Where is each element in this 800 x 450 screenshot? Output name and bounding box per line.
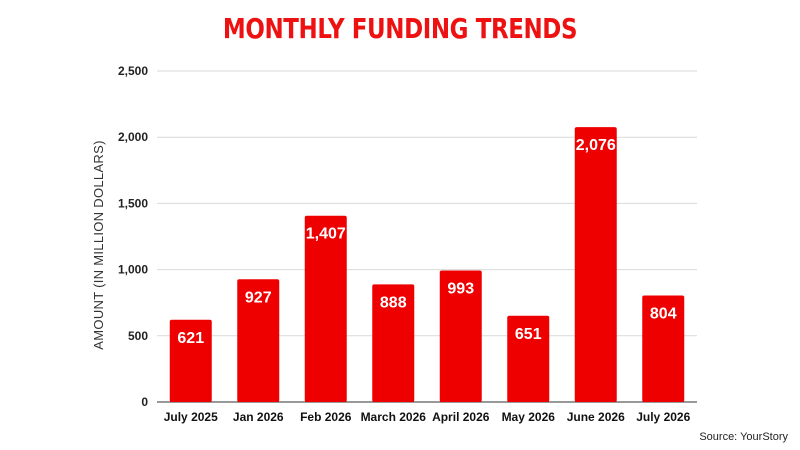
y-tick-label: 2,000 [118,130,148,144]
y-tick-label: 500 [128,329,148,343]
y-axis-label: AMOUNT (IN MILLION DOLLARS) [91,140,106,349]
data-label: 2,076 [576,137,616,154]
y-axis-ticks: 0 500 1,000 1,500 2,000 2,500 [118,64,148,409]
x-tick-label: June 2026 [567,410,625,424]
bar [372,284,415,402]
data-label: 621 [177,330,204,347]
x-tick-label: Feb 2026 [300,410,352,424]
x-tick-label: July 2025 [164,410,218,424]
bars [169,127,685,402]
data-label: 651 [515,326,542,343]
y-tick-label: 1,500 [118,196,148,210]
x-tick-label: May 2026 [502,410,556,424]
bar [642,295,685,402]
chart-title: MONTHLY FUNDING TRENDS [222,12,578,45]
data-label: 1,407 [306,226,346,243]
bar [169,319,212,402]
bar [237,279,280,402]
bar [574,127,617,402]
y-tick-label: 1,000 [118,263,148,277]
y-tick-label: 0 [141,395,148,409]
x-tick-label: March 2026 [361,410,427,424]
bar [439,270,482,402]
y-tick-label: 2,500 [118,64,148,78]
value-labels: 621 927 1,407 888 993 651 2,076 804 [177,137,676,347]
x-tick-label: July 2026 [636,410,690,424]
x-tick-label: April 2026 [432,410,490,424]
bar [507,315,550,402]
source-note: Source: YourStory [699,431,788,443]
bar [304,215,347,402]
x-axis-ticks: July 2025 Jan 2026 Feb 2026 March 2026 April… [164,410,691,424]
data-label: 888 [380,294,407,311]
x-tick-label: Jan 2026 [233,410,284,424]
data-label: 804 [650,306,677,323]
data-label: 927 [245,289,272,306]
data-label: 993 [447,281,474,298]
